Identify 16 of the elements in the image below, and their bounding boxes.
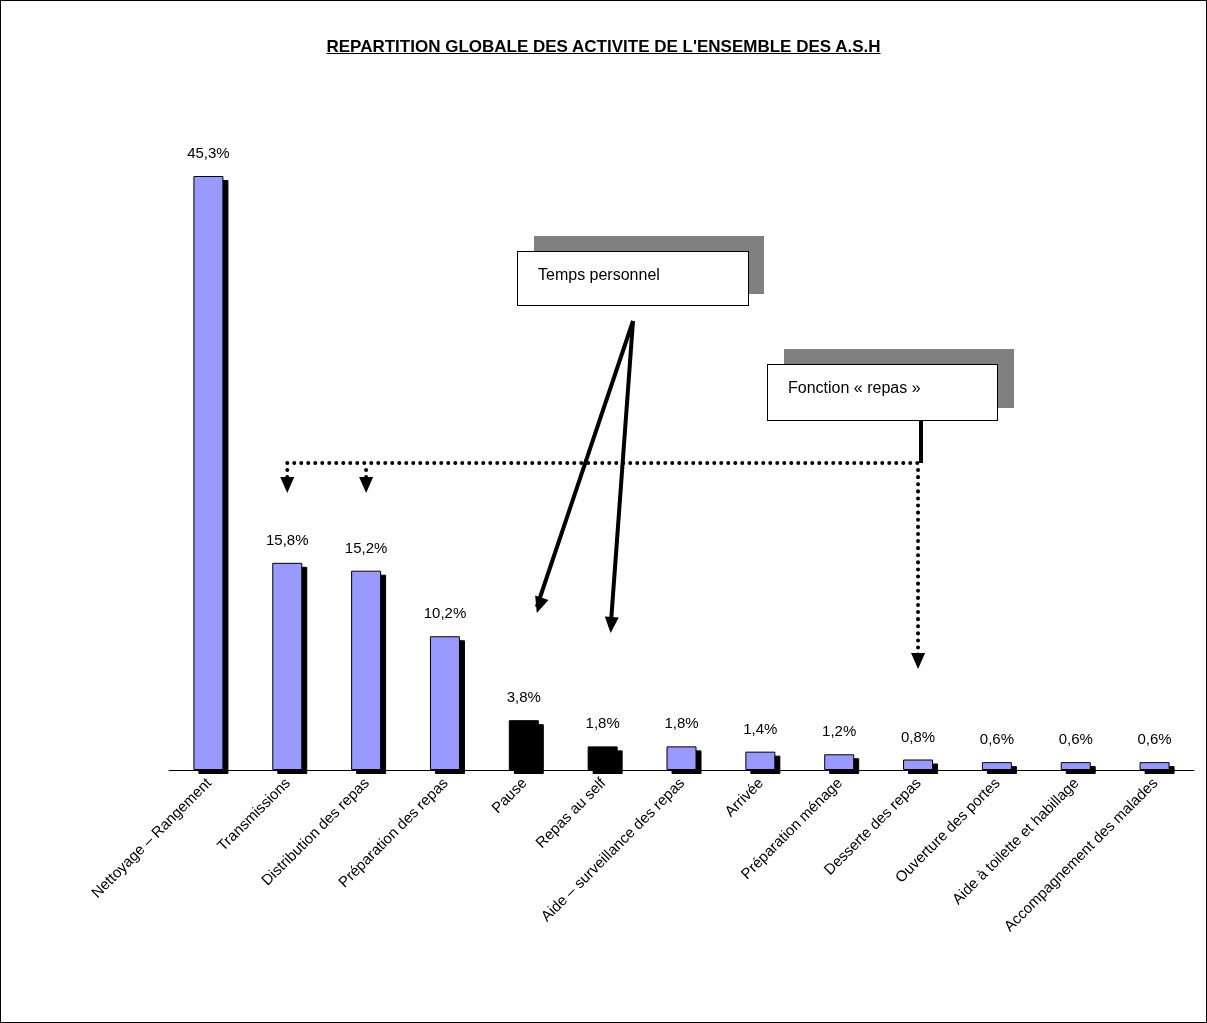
data-label: 1,8% [664,714,699,732]
data-label: 15,8% [266,530,309,548]
data-label: 1,8% [585,714,620,732]
data-label: 1,4% [743,719,778,737]
data-label: 45,3% [187,144,230,161]
annotation: Temps personnel [517,251,749,306]
data-label: 0,8% [900,727,936,745]
data-label: 3,8% [506,688,541,706]
data-label: 1,2% [822,722,857,740]
data-label: 0,6% [1058,730,1093,748]
data-label: 0,6% [1137,730,1172,748]
data-label: 15,2% [344,538,388,556]
data-label: 10,2% [423,604,467,622]
data-label: 0,6% [979,730,1014,748]
annotation: Fonction « repas » [767,364,998,421]
chart-title: REPARTITION GLOBALE DES ACTIVITE DE L'ENSEMBLE DES A.S.H [325,37,882,57]
